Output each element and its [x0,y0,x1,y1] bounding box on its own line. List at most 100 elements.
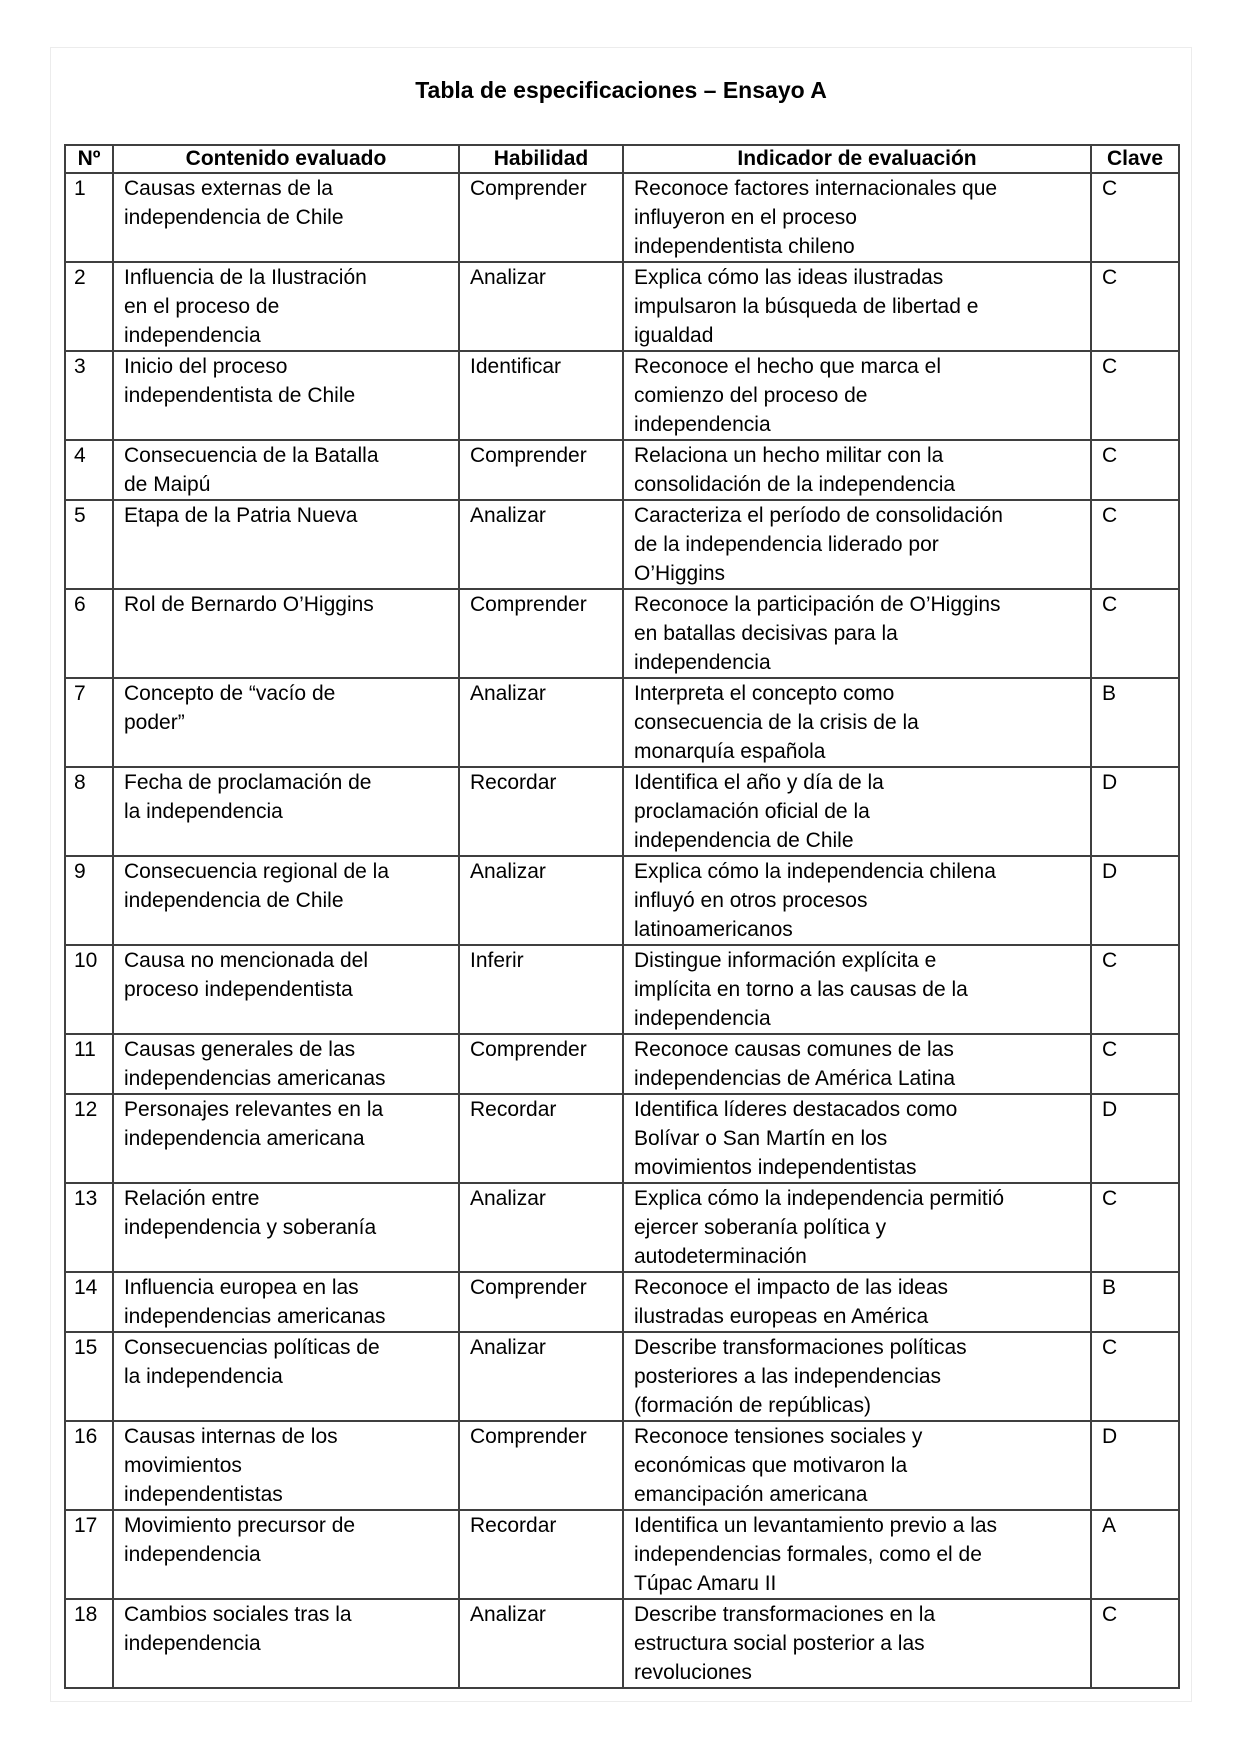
column-header-numero: Nº [64,144,114,174]
cell-clave: B [1090,677,1180,768]
table-row: 8 Fecha de proclamación de la independen… [64,766,1180,857]
cell-numero: 18 [64,1598,114,1689]
cell-indicador: Identifica un levantamiento previo a las… [622,1509,1092,1600]
cell-numero: 13 [64,1182,114,1273]
table-row: 10 Causa no mencionada del proceso indep… [64,944,1180,1035]
cell-clave: C [1090,439,1180,501]
cell-numero: 3 [64,350,114,441]
column-header-clave: Clave [1090,144,1180,174]
cell-clave: C [1090,1598,1180,1689]
cell-indicador: Describe transformaciones en la estructu… [622,1598,1092,1689]
cell-clave: C [1090,1331,1180,1422]
cell-habilidad: Recordar [458,1093,624,1184]
cell-indicador: Reconoce la participación de O’Higgins e… [622,588,1092,679]
cell-numero: 11 [64,1033,114,1095]
cell-clave: D [1090,1093,1180,1184]
cell-habilidad: Comprender [458,588,624,679]
cell-indicador: Reconoce factores internacionales que in… [622,172,1092,263]
column-header-indicador: Indicador de evaluación [622,144,1092,174]
table-row: 5 Etapa de la Patria Nueva Analizar Cara… [64,499,1180,590]
table-row: 16 Causas internas de los movimientos in… [64,1420,1180,1511]
table-row: 3 Inicio del proceso independentista de … [64,350,1180,441]
table-row: 15 Consecuencias políticas de la indepen… [64,1331,1180,1422]
cell-habilidad: Inferir [458,944,624,1035]
cell-indicador: Explica cómo la independencia permitió e… [622,1182,1092,1273]
cell-numero: 9 [64,855,114,946]
cell-indicador: Reconoce causas comunes de las independe… [622,1033,1092,1095]
cell-indicador: Reconoce tensiones sociales y económicas… [622,1420,1092,1511]
cell-clave: D [1090,766,1180,857]
cell-habilidad: Analizar [458,1331,624,1422]
cell-clave: B [1090,1271,1180,1333]
cell-numero: 16 [64,1420,114,1511]
cell-habilidad: Analizar [458,261,624,352]
cell-contenido: Causas internas de los movimientos indep… [112,1420,460,1511]
cell-indicador: Explica cómo las ideas ilustradas impuls… [622,261,1092,352]
cell-contenido: Causas generales de las independencias a… [112,1033,460,1095]
cell-clave: C [1090,261,1180,352]
cell-habilidad: Comprender [458,1420,624,1511]
cell-contenido: Rol de Bernardo O’Higgins [112,588,460,679]
cell-habilidad: Identificar [458,350,624,441]
cell-contenido: Concepto de “vacío de poder” [112,677,460,768]
cell-contenido: Causa no mencionada del proceso independ… [112,944,460,1035]
cell-numero: 2 [64,261,114,352]
table-row: 4 Consecuencia de la Batalla de Maipú Co… [64,439,1180,501]
table-row: 14 Influencia europea en las independenc… [64,1271,1180,1333]
cell-contenido: Movimiento precursor de independencia [112,1509,460,1600]
table-body: 1 Causas externas de la independencia de… [64,172,1180,1689]
cell-contenido: Consecuencia de la Batalla de Maipú [112,439,460,501]
document-page: Tabla de especificaciones – Ensayo A Nº … [50,47,1192,1702]
cell-habilidad: Comprender [458,1033,624,1095]
cell-contenido: Influencia de la Ilustración en el proce… [112,261,460,352]
cell-clave: C [1090,1033,1180,1095]
cell-contenido: Etapa de la Patria Nueva [112,499,460,590]
cell-indicador: Identifica el año y día de la proclamaci… [622,766,1092,857]
cell-habilidad: Analizar [458,1182,624,1273]
cell-clave: C [1090,1182,1180,1273]
table-row: 13 Relación entre independencia y sobera… [64,1182,1180,1273]
table-row: 12 Personajes relevantes en la independe… [64,1093,1180,1184]
cell-clave: C [1090,499,1180,590]
cell-clave: C [1090,944,1180,1035]
header-row: Nº Contenido evaluado Habilidad Indicado… [64,144,1180,174]
cell-numero: 8 [64,766,114,857]
cell-indicador: Describe transformaciones políticas post… [622,1331,1092,1422]
column-header-contenido: Contenido evaluado [112,144,460,174]
cell-numero: 1 [64,172,114,263]
table-row: 11 Causas generales de las independencia… [64,1033,1180,1095]
cell-numero: 17 [64,1509,114,1600]
cell-clave: C [1090,350,1180,441]
cell-clave: D [1090,855,1180,946]
cell-indicador: Identifica líderes destacados como Bolív… [622,1093,1092,1184]
cell-numero: 12 [64,1093,114,1184]
cell-clave: A [1090,1509,1180,1600]
cell-clave: C [1090,172,1180,263]
table-row: 9 Consecuencia regional de la independen… [64,855,1180,946]
cell-numero: 15 [64,1331,114,1422]
cell-numero: 4 [64,439,114,501]
specifications-table: Nº Contenido evaluado Habilidad Indicado… [64,144,1180,1689]
cell-habilidad: Comprender [458,172,624,263]
cell-indicador: Reconoce el impacto de las ideas ilustra… [622,1271,1092,1333]
document-title: Tabla de especificaciones – Ensayo A [415,77,827,103]
cell-numero: 7 [64,677,114,768]
cell-habilidad: Analizar [458,1598,624,1689]
cell-contenido: Inicio del proceso independentista de Ch… [112,350,460,441]
cell-contenido: Influencia europea en las independencias… [112,1271,460,1333]
table-row: 6 Rol de Bernardo O’Higgins Comprender R… [64,588,1180,679]
table-row: 1 Causas externas de la independencia de… [64,172,1180,263]
cell-indicador: Explica cómo la independencia chilena in… [622,855,1092,946]
cell-habilidad: Comprender [458,439,624,501]
cell-contenido: Consecuencia regional de la independenci… [112,855,460,946]
table-row: 17 Movimiento precursor de independencia… [64,1509,1180,1600]
cell-numero: 10 [64,944,114,1035]
cell-numero: 6 [64,588,114,679]
cell-habilidad: Recordar [458,766,624,857]
cell-indicador: Caracteriza el período de consolidación … [622,499,1092,590]
cell-contenido: Personajes relevantes en la independenci… [112,1093,460,1184]
cell-habilidad: Analizar [458,677,624,768]
cell-numero: 14 [64,1271,114,1333]
cell-clave: D [1090,1420,1180,1511]
cell-clave: C [1090,588,1180,679]
